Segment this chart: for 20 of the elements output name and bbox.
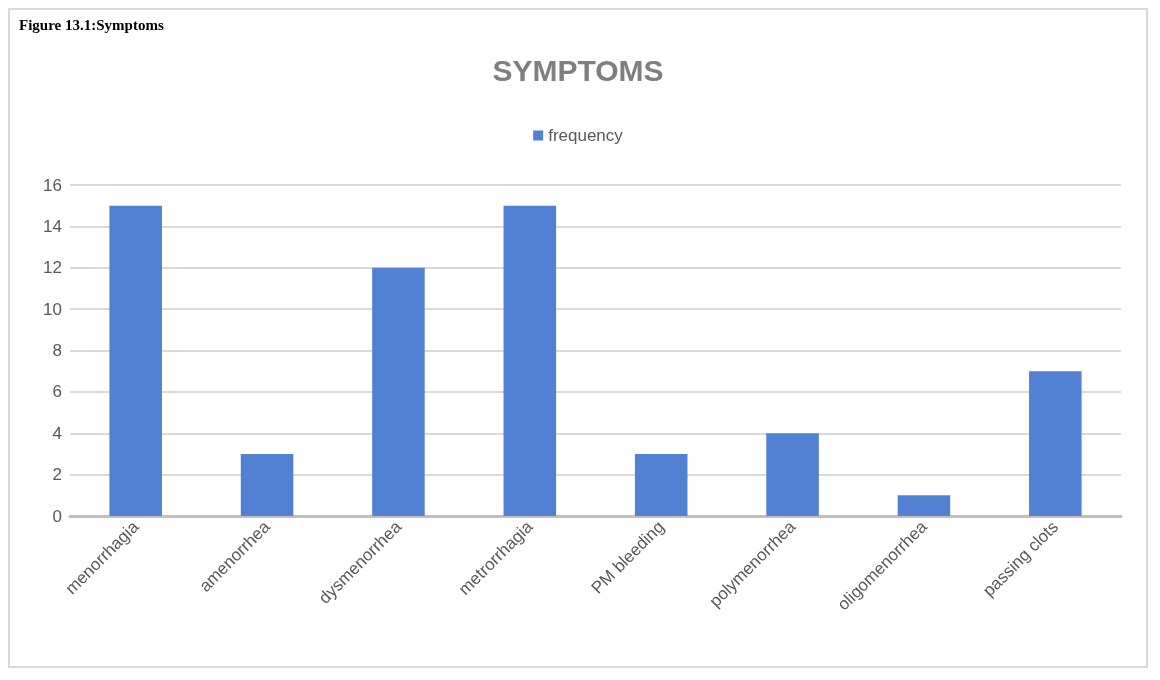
bar [372, 267, 425, 516]
legend-label: frequency [548, 126, 624, 145]
bar [1029, 371, 1082, 516]
y-tick-label: 0 [52, 506, 62, 526]
y-tick-label: 12 [43, 258, 62, 278]
bar [240, 453, 294, 516]
y-tick-label: 16 [43, 175, 62, 195]
bar [766, 433, 819, 516]
bar [503, 205, 557, 516]
y-tick-label: 4 [52, 423, 62, 443]
y-tick-label: 2 [52, 465, 62, 485]
bar [897, 495, 951, 516]
y-tick-label: 6 [52, 382, 62, 402]
bar [109, 205, 162, 516]
y-tick-label: 10 [43, 299, 62, 319]
y-tick-label: 8 [52, 341, 62, 360]
chart-title: SYMPTOMS [492, 53, 664, 87]
caption: Figure 13.1:Symptoms [19, 16, 164, 33]
bar [634, 453, 688, 516]
y-tick-label: 14 [43, 216, 62, 236]
